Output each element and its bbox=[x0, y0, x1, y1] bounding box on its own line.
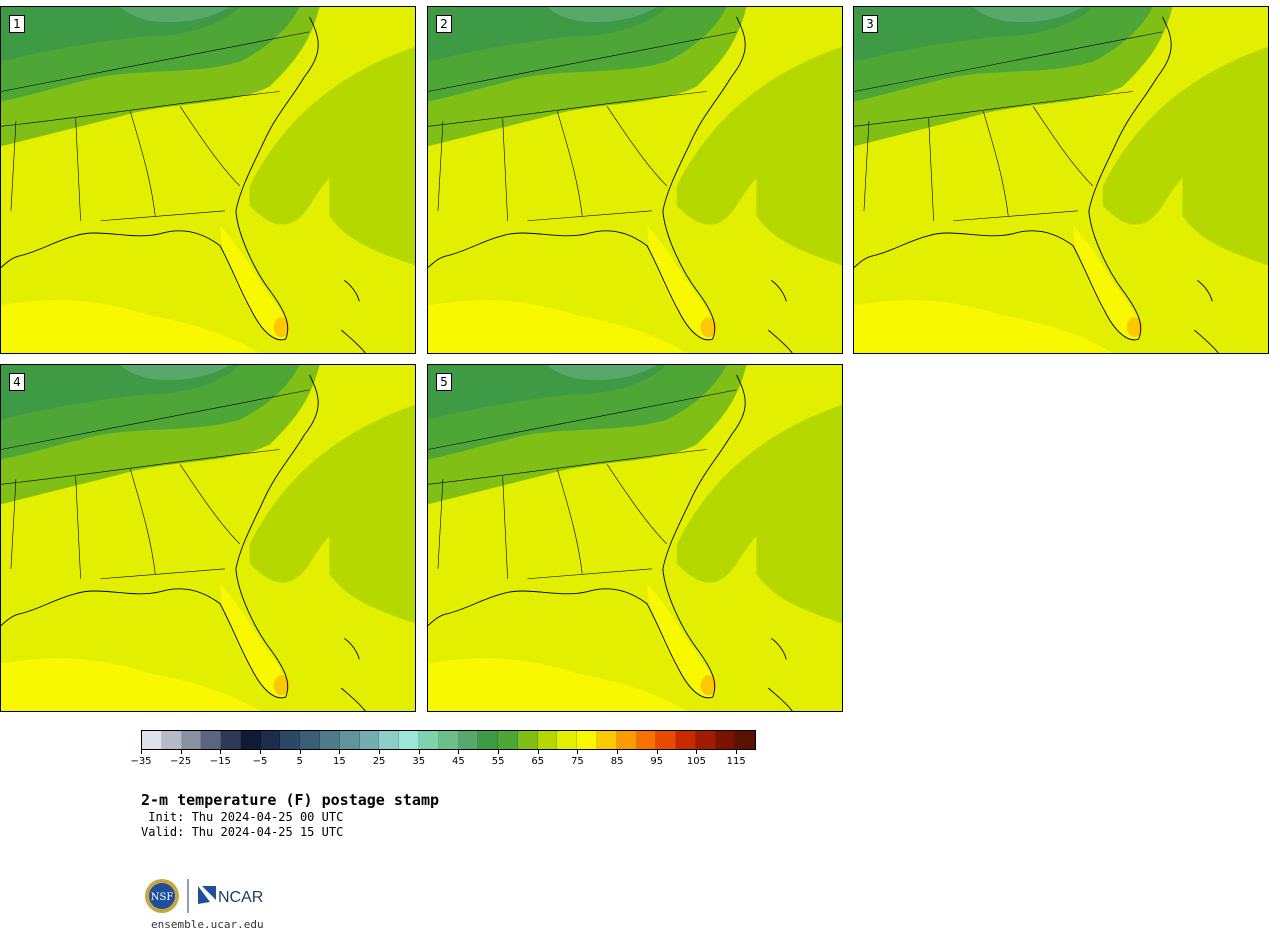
colorbar-segment bbox=[458, 731, 479, 749]
colorbar-segment bbox=[636, 731, 657, 749]
colorbar-segment bbox=[517, 731, 538, 749]
colorbar-tick-label: −35 bbox=[130, 756, 152, 767]
colorbar-tick bbox=[458, 750, 460, 754]
colorbar-tick-label: −5 bbox=[252, 756, 268, 767]
colorbar-tick bbox=[656, 750, 658, 754]
colorbar-segment bbox=[478, 731, 499, 749]
colorbar bbox=[141, 730, 756, 750]
map-panel-3: 3 bbox=[853, 6, 1269, 354]
colorbar-segment bbox=[715, 731, 736, 749]
colorbar-segment bbox=[161, 731, 182, 749]
colorbar-segment bbox=[280, 731, 301, 749]
site-url: ensemble.ucar.edu bbox=[151, 918, 264, 931]
colorbar-segment bbox=[735, 731, 756, 749]
colorbar-tick-label: −25 bbox=[170, 756, 192, 767]
colorbar-tick bbox=[339, 750, 341, 754]
map-panel-1: 1 bbox=[0, 6, 416, 354]
colorbar-tick-label: −15 bbox=[209, 756, 231, 767]
panel-number: 3 bbox=[862, 15, 878, 33]
map-panel-2: 2 bbox=[427, 6, 843, 354]
colorbar-tick-label: 35 bbox=[412, 756, 426, 767]
panel-number: 2 bbox=[436, 15, 452, 33]
svg-text:NSF: NSF bbox=[151, 892, 174, 903]
colorbar-segment bbox=[142, 731, 162, 749]
colorbar-tick bbox=[141, 750, 142, 754]
ncar-logo-icon: NCAR bbox=[198, 886, 263, 906]
colorbar-tick bbox=[696, 750, 698, 754]
nsf-logo-icon: NSF bbox=[145, 879, 179, 913]
colorbar-segment bbox=[438, 731, 459, 749]
map-panel-5: 5 bbox=[427, 364, 843, 712]
colorbar-segment bbox=[399, 731, 419, 749]
colorbar-segment bbox=[201, 731, 222, 749]
nsf-ncar-logo: NSF NCAR bbox=[145, 879, 263, 913]
colorbar-ticks: −35 −25 −15 −5 5 15 25 35 45 55 65 75 85 95 105 115 bbox=[130, 750, 756, 772]
colorbar-segment bbox=[557, 731, 578, 749]
temperature-map bbox=[1, 7, 415, 353]
colorbar-segment bbox=[616, 731, 637, 749]
colorbar-tick-label: 65 bbox=[531, 756, 545, 767]
colorbar-tick bbox=[220, 750, 222, 754]
colorbar-segment bbox=[577, 731, 597, 749]
temperature-map bbox=[854, 7, 1268, 353]
colorbar-tick bbox=[418, 750, 420, 754]
svg-text:NCAR: NCAR bbox=[218, 889, 263, 906]
colorbar-tick-label: 45 bbox=[452, 756, 465, 767]
forecast-times: Init: Thu 2024-04-25 00 UTC Valid: Thu 2… bbox=[141, 810, 343, 840]
colorbar-segment bbox=[537, 731, 558, 749]
colorbar-segment bbox=[181, 731, 202, 749]
colorbar-tick-label: 95 bbox=[650, 756, 664, 767]
panel-number: 5 bbox=[436, 373, 452, 391]
colorbar-segment bbox=[676, 731, 696, 749]
colorbar-tick-label: 105 bbox=[686, 756, 707, 767]
colorbar-segment bbox=[240, 731, 261, 749]
colorbar-segment bbox=[656, 731, 677, 749]
colorbar-tick-label: 115 bbox=[726, 756, 746, 767]
colorbar-segment bbox=[418, 731, 439, 749]
map-panel-4: 4 bbox=[0, 364, 416, 712]
colorbar-tick bbox=[498, 750, 500, 754]
colorbar-tick-label: 55 bbox=[491, 756, 505, 767]
colorbar-tick bbox=[577, 750, 579, 754]
colorbar-tick bbox=[617, 750, 619, 754]
temperature-map bbox=[428, 365, 842, 711]
colorbar-tick bbox=[299, 750, 301, 754]
colorbar-tick bbox=[736, 750, 738, 754]
temperature-map bbox=[428, 7, 842, 353]
colorbar-segment bbox=[339, 731, 360, 749]
colorbar-segment bbox=[221, 731, 241, 749]
colorbar-segment bbox=[260, 731, 281, 749]
colorbar-segment bbox=[300, 731, 321, 749]
valid-time: Valid: Thu 2024-04-25 15 UTC bbox=[141, 825, 344, 839]
colorbar-tick bbox=[537, 750, 539, 754]
colorbar-tick bbox=[260, 750, 262, 754]
init-time: Init: Thu 2024-04-25 00 UTC bbox=[141, 810, 344, 824]
colorbar-tick-label: 5 bbox=[296, 756, 303, 767]
panel-number: 1 bbox=[9, 15, 25, 33]
temperature-map bbox=[1, 365, 415, 711]
chart-title: 2-m temperature (F) postage stamp bbox=[141, 791, 440, 809]
colorbar-tick bbox=[379, 750, 381, 754]
colorbar-segment bbox=[320, 731, 340, 749]
colorbar-tick-label: 85 bbox=[610, 756, 624, 767]
colorbar-segment bbox=[695, 731, 716, 749]
colorbar-tick-label: 75 bbox=[571, 756, 584, 767]
colorbar-tick-label: 15 bbox=[333, 756, 346, 767]
colorbar-tick-label: 25 bbox=[372, 756, 386, 767]
colorbar-tick bbox=[180, 750, 182, 754]
colorbar-segment bbox=[379, 731, 400, 749]
panel-number: 4 bbox=[9, 373, 25, 391]
logos: NSF NCAR bbox=[144, 876, 274, 916]
colorbar-segment bbox=[596, 731, 617, 749]
colorbar-segment bbox=[498, 731, 518, 749]
colorbar-segment bbox=[359, 731, 380, 749]
